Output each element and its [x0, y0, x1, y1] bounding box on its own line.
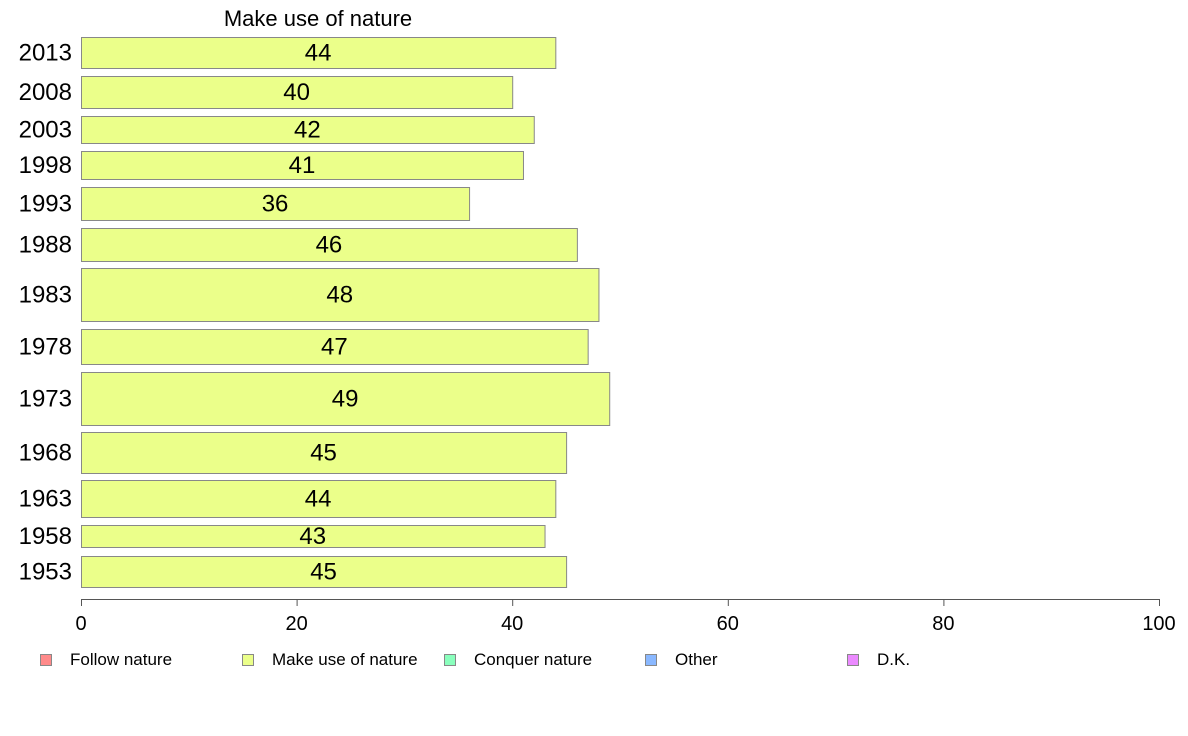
bar-value-label: 42: [294, 117, 321, 144]
category-label: 1953: [19, 559, 72, 586]
legend-label: Follow nature: [70, 650, 173, 669]
x-tick-label: 20: [285, 613, 307, 635]
bar-value-label: 36: [262, 191, 289, 218]
category-label: 1988: [19, 232, 72, 259]
bar-value-label: 40: [283, 79, 310, 106]
legend-label: Other: [675, 650, 718, 669]
bar-1998: [81, 151, 524, 180]
bar-2013: [81, 37, 557, 69]
category-label: 1983: [19, 282, 72, 309]
bar-1953: [81, 556, 568, 588]
category-label: 1963: [19, 486, 72, 513]
category-label: 2003: [19, 117, 72, 144]
bar-value-label: 48: [326, 282, 353, 309]
bar-2008: [81, 76, 514, 109]
bar-1958: [81, 525, 546, 548]
legend-item-conquer-nature: Conquer nature: [444, 650, 592, 670]
x-tick-label: 40: [501, 613, 523, 635]
legend-swatch: [444, 654, 456, 666]
bar-value-label: 45: [310, 440, 337, 467]
bar-value-label: 46: [316, 232, 343, 259]
bar-chart: Make use of nature 44 2013 40 2008 42 2003 41 1…: [19, 6, 1176, 635]
bar-1968: [81, 432, 568, 474]
x-axis: 0 20 40 60 80 100: [75, 599, 1176, 635]
legend-swatch: [847, 654, 859, 666]
category-label: 1993: [19, 191, 72, 218]
category-label: 1973: [19, 386, 72, 413]
category-label: 1968: [19, 440, 72, 467]
legend-label: D.K.: [877, 650, 911, 669]
bar-value-label: 43: [299, 523, 326, 550]
legend-label: Make use of nature: [272, 650, 418, 669]
legend-swatch: [40, 654, 52, 666]
category-label: 1958: [19, 523, 72, 550]
legend-item-follow-nature: Follow nature: [40, 650, 172, 670]
bar-1978: [81, 329, 589, 365]
bar-value-label: 44: [305, 40, 332, 67]
category-label: 2013: [19, 40, 72, 67]
bars-group: 44 2013 40 2008 42 2003 41 1998 36 1993 46 1988 48 19…: [19, 37, 611, 588]
legend-swatch: [645, 654, 657, 666]
legend-item-dk: D.K.: [847, 650, 910, 670]
x-tick-label: 80: [932, 613, 954, 635]
legend-item-other: Other: [645, 650, 718, 670]
bar-1963: [81, 480, 557, 518]
bar-1988: [81, 228, 578, 262]
legend: Follow nature Make use of nature Conquer…: [0, 650, 1188, 678]
bar-value-label: 47: [321, 334, 348, 361]
bar-2003: [81, 116, 535, 144]
legend-swatch: [242, 654, 254, 666]
x-tick-label: 0: [75, 613, 86, 635]
bar-1983: [81, 268, 600, 322]
x-tick-label: 100: [1142, 613, 1175, 635]
bar-1993: [81, 187, 471, 221]
bar-value-label: 45: [310, 559, 337, 586]
bar-value-label: 41: [289, 152, 316, 179]
category-label: 1998: [19, 152, 72, 179]
x-tick-label: 60: [717, 613, 739, 635]
chart-title: Make use of nature: [224, 6, 412, 31]
category-label: 2008: [19, 79, 72, 106]
bar-value-label: 44: [305, 486, 332, 513]
bar-1973: [81, 372, 611, 426]
category-label: 1978: [19, 334, 72, 361]
legend-label: Conquer nature: [474, 650, 593, 669]
bar-value-label: 49: [332, 386, 359, 413]
legend-item-make-use-of-nature: Make use of nature: [242, 650, 418, 670]
